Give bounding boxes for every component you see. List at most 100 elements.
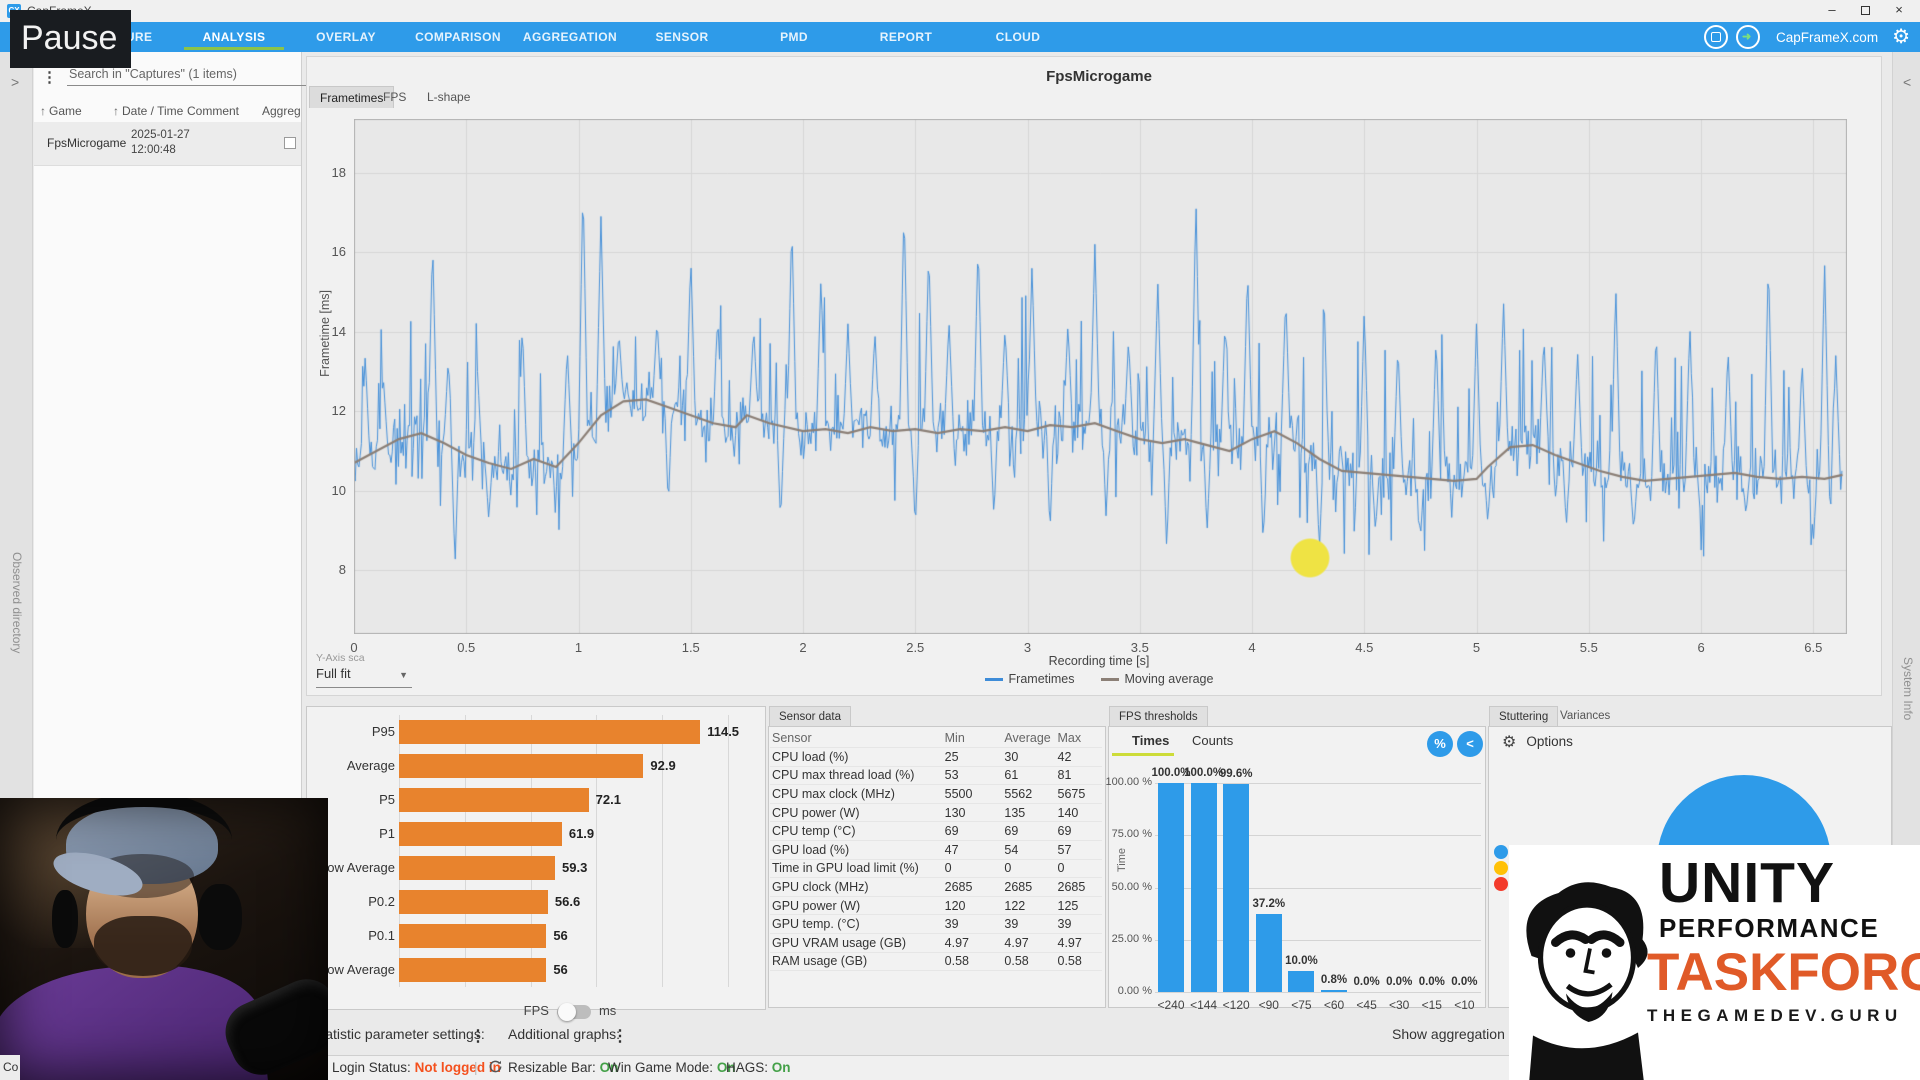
threshold-y-tick: 100.00 % (1105, 776, 1152, 788)
chart-legend: Frametimes Moving average (354, 672, 1844, 686)
column-header-aggreg[interactable]: Aggreg (262, 104, 301, 118)
settings-gear-icon[interactable]: ⚙ (1892, 26, 1910, 48)
x-axis-label: Recording time [s] (1048, 654, 1150, 668)
column-header-comment[interactable]: Comment (187, 104, 240, 118)
expand-sidebar-chevron[interactable]: > (11, 74, 20, 90)
sidebar-menu-kebab-icon[interactable]: ⋮ (42, 69, 57, 86)
threshold-x-tick: <120 (1222, 998, 1250, 1012)
x-tick-label: 0.5 (457, 640, 476, 655)
statistic-settings-kebab-icon[interactable]: ⋮ (470, 1028, 486, 1045)
maximize-button[interactable] (1850, 0, 1880, 22)
percentile-row: P1 61.9 (307, 817, 765, 851)
y-tick-label: 14 (331, 323, 346, 339)
legend-swatch (984, 678, 1003, 682)
column-header-game[interactable]: ↑ Game (40, 104, 82, 118)
tab-fps[interactable]: FPS (383, 90, 407, 104)
grid-line (464, 715, 466, 987)
tab-variances[interactable]: Variances (1560, 710, 1611, 722)
y-tick-label: 12 (331, 403, 346, 419)
percentile-bar (399, 788, 589, 812)
menu-item-overlay[interactable]: OVERLAY (316, 30, 376, 44)
refresh-icon[interactable] (488, 1059, 503, 1077)
tab-stuttering[interactable]: Stuttering (1489, 706, 1559, 726)
show-aggregation-label: Show aggregation (1392, 1026, 1505, 1042)
threshold-value-label: 0.0% (1451, 976, 1478, 988)
percent-toggle-button[interactable]: % (1427, 731, 1453, 757)
sensor-data-tab[interactable]: Sensor data (769, 706, 852, 726)
threshold-bar (1321, 990, 1347, 992)
sensor-row: GPU clock (MHz) 2685 2685 2685 (770, 877, 1102, 897)
additional-graphs-kebab-icon[interactable]: ⋮ (612, 1028, 628, 1045)
sensor-row: GPU load (%) 47 54 57 (770, 840, 1102, 860)
stutter-options[interactable]: ⚙ Options (1502, 734, 1573, 751)
grid-line (1155, 992, 1481, 993)
menu-item-analysis[interactable]: ANALYSIS (178, 22, 290, 52)
threshold-y-tick: 75.00 % (1111, 828, 1152, 841)
percentile-value: 61.9 (568, 826, 595, 841)
y-tick-label: 10 (331, 482, 346, 498)
percentile-label: P0.2 (368, 894, 395, 909)
threshold-value-label: 10.0% (1285, 955, 1318, 968)
stutter-legend-dot (1494, 877, 1508, 891)
menu-item-aggregation[interactable]: AGGREGATION (522, 30, 618, 44)
threshold-bar (1223, 783, 1250, 992)
capture-checkbox[interactable] (284, 137, 296, 149)
capture-game-name: FpsMicrogame (47, 136, 127, 150)
tab-times[interactable]: Times (1132, 733, 1170, 748)
menu-right-tools: ➜ CapFrameX.com ⚙ (1704, 22, 1920, 52)
login-status: Login Status: Not logged in (332, 1060, 501, 1075)
percentile-track: 56 (399, 924, 741, 948)
fps-unit-label: FPS (523, 1003, 549, 1018)
tab-frametimes[interactable]: Frametimes (309, 86, 395, 108)
menu-item-comparison[interactable]: COMPARISON (415, 30, 501, 44)
fps-ms-toggle[interactable] (556, 1002, 591, 1021)
login-icon[interactable]: ➜ (1736, 25, 1761, 49)
collapse-button[interactable]: < (1457, 731, 1483, 757)
sensor-row: Time in GPU load limit (%) 0 0 0 (770, 859, 1102, 879)
y-axis-scale-dropdown[interactable]: Full fit ▼ (316, 666, 412, 688)
system-info-chevron[interactable]: < (1903, 74, 1912, 90)
stutter-legend-dot (1494, 861, 1508, 875)
sort-arrow-icon: ↑ (40, 104, 46, 118)
x-tick-label: 5 (1472, 640, 1481, 655)
x-tick-label: 3 (1023, 640, 1032, 655)
sensor-row: GPU temp. (°C) 39 39 39 (770, 914, 1102, 935)
column-header-datetime[interactable]: ↑ Date / Time (113, 104, 184, 118)
legend-frametimes: Frametimes (984, 672, 1075, 686)
tab-counts[interactable]: Counts (1192, 733, 1234, 748)
minimize-button[interactable]: – (1828, 2, 1836, 17)
hags-status: HAGS: On (726, 1060, 791, 1075)
percentile-track: 114.5 (399, 720, 741, 744)
y-tick-label: 18 (331, 164, 346, 180)
threshold-x-tick: <15 (1421, 998, 1442, 1012)
percentile-bar (399, 890, 548, 914)
menu-item-cloud[interactable]: CLOUD (995, 30, 1041, 44)
tab-l-shape[interactable]: L-shape (427, 90, 471, 104)
capframex-site-link[interactable]: CapFrameX.com (1776, 29, 1879, 45)
threshold-value-label: 0.8% (1320, 974, 1348, 987)
grid-line (662, 715, 664, 987)
sensor-row: CPU power (W) 130 135 140 (770, 803, 1102, 823)
percentile-bar (399, 958, 547, 982)
threshold-bar (1158, 783, 1184, 992)
close-button[interactable]: × (1895, 2, 1903, 17)
menu-item-pmd[interactable]: PMD (780, 30, 808, 44)
sensor-row: GPU power (W) 120 122 125 (770, 896, 1102, 916)
headphones (56, 798, 232, 888)
title-bar: CX CapFrameX – × (0, 0, 1920, 22)
x-tick-label: 5.5 (1579, 640, 1598, 655)
menu-item-report[interactable]: REPORT (879, 30, 933, 44)
grid-line (399, 715, 400, 987)
percentile-value: 114.5 (707, 724, 740, 739)
y-tick-label: 16 (331, 244, 346, 260)
screenshot-icon[interactable] (1704, 25, 1729, 49)
fps-thresholds-tab[interactable]: FPS thresholds (1109, 706, 1208, 726)
menu-item-sensor[interactable]: SENSOR (655, 30, 709, 44)
win-game-mode-status: Win Game Mode: On (608, 1060, 736, 1075)
y-tick-label: 8 (338, 562, 346, 578)
grid-line (530, 715, 532, 987)
system-info-label[interactable]: System Info (1901, 657, 1915, 721)
observed-directory-label[interactable]: Observed directory (10, 552, 24, 654)
capture-row[interactable]: FpsMicrogame 2025-01-27 12:00:48 (34, 122, 301, 166)
